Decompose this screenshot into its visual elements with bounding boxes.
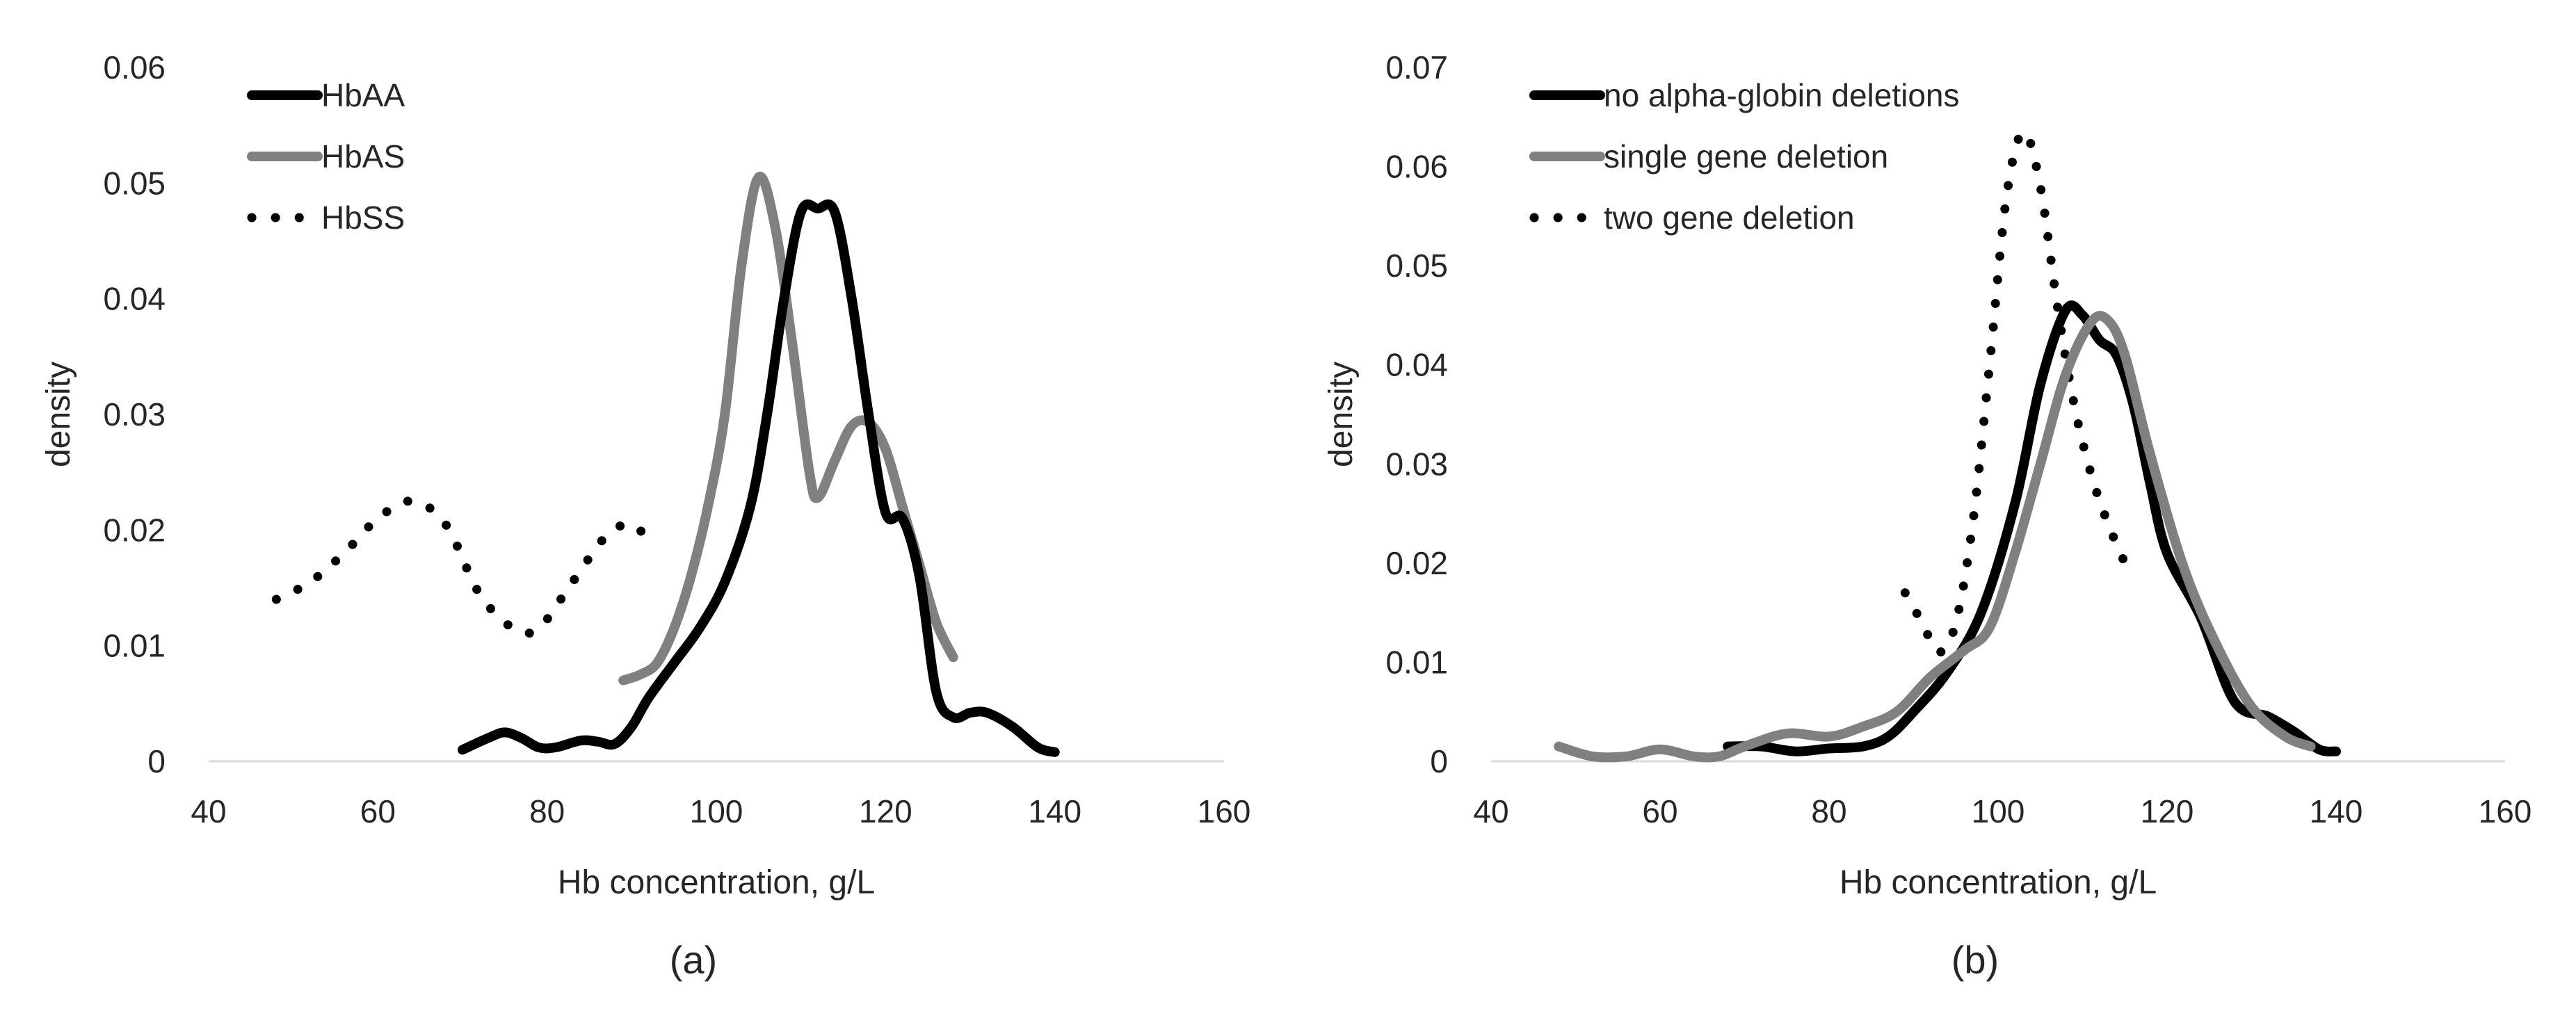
y-tick-label: 0.06 — [103, 49, 166, 86]
y-tick-label: 0.05 — [1385, 248, 1448, 284]
y-tick-label: 0 — [1430, 743, 1448, 779]
y-axis-label: density — [1323, 362, 1360, 467]
series-no-alpha-globin-deletions — [1723, 300, 2341, 756]
legend-label: single gene deletion — [1604, 138, 1888, 175]
series-lines — [1554, 127, 2341, 763]
legend-label: HbAS — [321, 138, 405, 175]
x-axis-label: Hb concentration, g/L — [558, 864, 875, 901]
legend-label: two gene deletion — [1604, 200, 1855, 236]
panel-b: 0 0.01 0.02 0.03 0.04 0.05 0.06 0.07 40 60 80 100 1… — [1323, 49, 2531, 982]
x-tick-label: 120 — [2141, 793, 2194, 829]
series-hbss — [271, 496, 654, 638]
y-tick-label: 0.01 — [103, 628, 166, 664]
y-tick-label: 0.02 — [1385, 545, 1448, 581]
x-tick-label: 80 — [529, 793, 565, 829]
y-tick-label: 0.03 — [1385, 446, 1448, 482]
y-tick-label: 0.02 — [103, 512, 166, 548]
y-axis-ticks: 0 0.01 0.02 0.03 0.04 0.05 0.06 — [103, 49, 166, 779]
y-tick-label: 0 — [147, 743, 166, 779]
legend: HbAA HbAS HbSS — [247, 77, 405, 236]
y-axis-ticks: 0 0.01 0.02 0.03 0.04 0.05 0.06 0.07 — [1385, 49, 1448, 779]
panel-label: (b) — [1951, 938, 1999, 982]
legend: no alpha-globin deletions single gene del… — [1529, 77, 1960, 236]
series-hbaa — [458, 199, 1060, 757]
x-tick-label: 40 — [1473, 793, 1508, 829]
x-tick-label: 140 — [2310, 793, 2363, 829]
y-tick-label: 0.06 — [1385, 149, 1448, 185]
series-lines — [271, 171, 1060, 757]
x-axis-ticks: 40 60 80 100 120 140 160 — [191, 793, 1250, 829]
y-axis-label: density — [40, 362, 77, 467]
legend-label: HbAA — [321, 77, 405, 113]
x-tick-label: 80 — [1811, 793, 1846, 829]
series-single-gene-deletion — [1554, 311, 2316, 763]
legend-label: HbSS — [321, 200, 405, 236]
y-tick-label: 0.04 — [103, 281, 166, 317]
x-tick-label: 100 — [1972, 793, 2025, 829]
y-tick-label: 0.01 — [1385, 644, 1448, 680]
panel-a: 0 0.01 0.02 0.03 0.04 0.05 0.06 40 60 80 100 120 14… — [40, 49, 1250, 982]
x-tick-label: 160 — [2479, 793, 2532, 829]
legend-label: no alpha-globin deletions — [1604, 77, 1960, 113]
x-tick-label: 120 — [859, 793, 912, 829]
x-axis-label: Hb concentration, g/L — [1840, 864, 2157, 901]
series-two-gene-deletion — [1900, 127, 2130, 657]
x-axis-ticks: 40 60 80 100 120 140 160 — [1473, 793, 2531, 829]
x-tick-label: 100 — [690, 793, 743, 829]
panel-label: (a) — [670, 938, 717, 982]
x-tick-label: 160 — [1198, 793, 1251, 829]
x-tick-label: 60 — [360, 793, 396, 829]
x-tick-label: 140 — [1028, 793, 1081, 829]
y-tick-label: 0.07 — [1385, 49, 1448, 86]
x-tick-label: 40 — [191, 793, 226, 829]
x-tick-label: 60 — [1642, 793, 1677, 829]
y-tick-label: 0.05 — [103, 165, 166, 201]
y-tick-label: 0.03 — [103, 396, 166, 432]
y-tick-label: 0.04 — [1385, 347, 1448, 383]
